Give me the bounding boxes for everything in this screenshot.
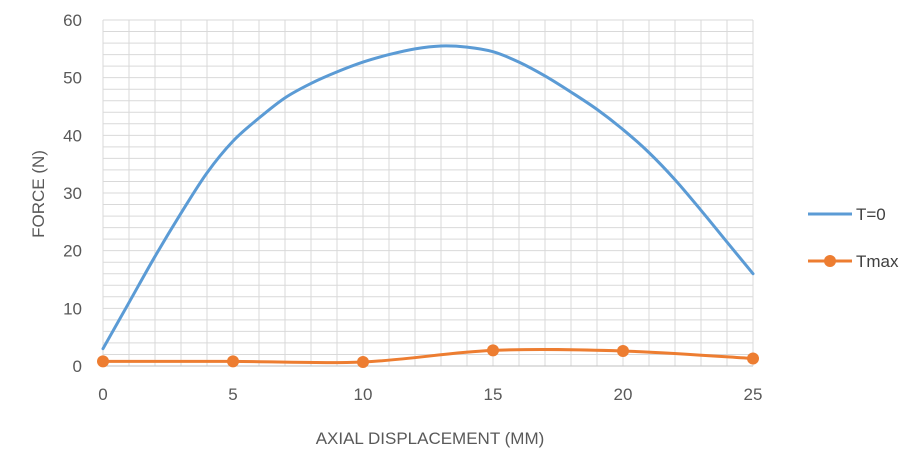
legend-marker-tmax <box>824 255 836 267</box>
y-tick-label: 10 <box>63 299 82 318</box>
data-point-tmax <box>747 352 759 365</box>
data-point-tmax <box>357 355 369 368</box>
x-tick-label: 15 <box>484 385 503 404</box>
legend: T=0 Tmax <box>808 205 899 271</box>
legend-label-t-0: T=0 <box>856 205 886 224</box>
data-point-tmax <box>97 355 109 368</box>
x-tick-label: 10 <box>354 385 373 404</box>
x-axis-ticks: 0 5 10 15 20 25 <box>98 385 762 404</box>
series-line-tmax <box>101 347 755 365</box>
y-tick-label: 30 <box>63 184 82 203</box>
data-point-tmax <box>617 345 629 358</box>
y-tick-label: 0 <box>73 357 82 376</box>
y-tick-label: 40 <box>63 126 82 145</box>
x-tick-label: 0 <box>98 385 107 404</box>
series-line-t-0 <box>101 44 755 351</box>
legend-label-tmax: Tmax <box>856 252 899 271</box>
y-tick-label: 60 <box>63 11 82 30</box>
x-tick-label: 20 <box>614 385 633 404</box>
x-tick-label: 5 <box>228 385 237 404</box>
y-tick-label: 50 <box>63 69 82 88</box>
grid-lines <box>102 19 754 367</box>
data-point-tmax <box>227 355 239 368</box>
x-tick-label: 25 <box>744 385 763 404</box>
data-series <box>97 44 759 368</box>
y-tick-label: 20 <box>63 242 82 261</box>
y-axis-title: FORCE (N) <box>29 150 48 238</box>
x-axis-title: AXIAL DISPLACEMENT (MM) <box>316 429 545 448</box>
data-point-tmax <box>487 344 499 357</box>
y-axis-ticks: 0 10 20 30 40 50 60 <box>63 11 82 376</box>
